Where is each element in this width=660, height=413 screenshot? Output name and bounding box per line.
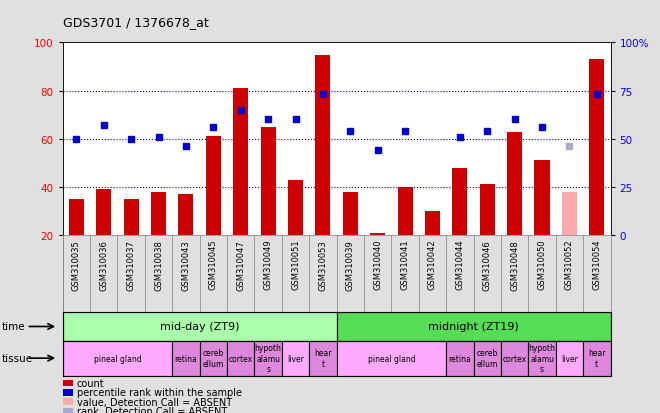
Text: hypoth
alamu
s: hypoth alamu s [255,344,282,373]
Bar [315,55,331,235]
Text: GSM310047: GSM310047 [236,239,246,290]
Bar [63,341,172,376]
Text: GSM310038: GSM310038 [154,239,163,290]
Bar [337,313,610,341]
Bar [199,341,227,376]
Text: cereb
ellum: cereb ellum [203,349,224,368]
Bar [529,341,556,376]
Text: time: time [1,322,25,332]
Text: GSM310054: GSM310054 [592,239,601,290]
Text: hear
t: hear t [314,349,332,368]
Text: GSM310045: GSM310045 [209,239,218,290]
Bar [282,341,309,376]
Bar [343,192,358,235]
Bar [69,199,84,235]
Bar [96,190,112,235]
Bar [172,341,199,376]
Text: GSM310035: GSM310035 [72,239,81,290]
Bar [562,192,577,235]
Text: hear
t: hear t [588,349,606,368]
Text: rank, Detection Call = ABSENT: rank, Detection Call = ABSENT [77,406,227,413]
Bar [337,341,446,376]
Text: GDS3701 / 1376678_at: GDS3701 / 1376678_at [63,16,209,29]
Bar [309,341,337,376]
Bar [446,341,474,376]
Text: value, Detection Call = ABSENT: value, Detection Call = ABSENT [77,396,232,407]
Text: mid-day (ZT9): mid-day (ZT9) [160,322,240,332]
Bar [255,341,282,376]
Text: pineal gland: pineal gland [368,354,415,363]
Text: liver: liver [287,354,304,363]
Text: retina: retina [175,354,197,363]
Text: GSM310046: GSM310046 [482,239,492,290]
Text: GSM310052: GSM310052 [565,239,574,290]
Bar [556,341,583,376]
Text: pineal gland: pineal gland [94,354,141,363]
Text: GSM310049: GSM310049 [263,239,273,290]
Text: cortex: cortex [228,354,253,363]
Text: GSM310040: GSM310040 [373,239,382,290]
Bar [452,168,467,235]
Text: cortex: cortex [502,354,527,363]
Bar [123,199,139,235]
Text: GSM310043: GSM310043 [182,239,191,290]
Bar [535,161,550,235]
Text: midnight (ZT19): midnight (ZT19) [428,322,519,332]
Text: count: count [77,378,104,388]
Text: retina: retina [449,354,471,363]
Text: GSM310041: GSM310041 [401,239,410,290]
Text: GSM310048: GSM310048 [510,239,519,290]
Bar [397,188,412,235]
Bar [178,195,193,235]
Text: hypoth
alamu
s: hypoth alamu s [529,344,556,373]
Bar [227,341,255,376]
Text: GSM310036: GSM310036 [99,239,108,290]
Text: GSM310050: GSM310050 [537,239,546,290]
Text: liver: liver [561,354,578,363]
Text: GSM310039: GSM310039 [346,239,355,290]
Text: GSM310051: GSM310051 [291,239,300,290]
Text: GSM310037: GSM310037 [127,239,136,290]
Bar [507,132,522,235]
Text: tissue: tissue [1,353,32,363]
Bar [233,89,248,235]
Text: GSM310053: GSM310053 [318,239,327,290]
Bar [425,211,440,235]
Bar [206,137,221,235]
Bar [474,341,501,376]
Text: GSM310042: GSM310042 [428,239,437,290]
Bar [288,180,303,235]
Bar [151,192,166,235]
Bar [261,127,276,235]
Bar [63,313,337,341]
Text: percentile rank within the sample: percentile rank within the sample [77,387,242,397]
Bar [589,60,605,235]
Text: cereb
ellum: cereb ellum [477,349,498,368]
Bar [370,233,385,235]
Bar [480,185,495,235]
Text: GSM310044: GSM310044 [455,239,465,290]
Bar [501,341,529,376]
Bar [583,341,611,376]
